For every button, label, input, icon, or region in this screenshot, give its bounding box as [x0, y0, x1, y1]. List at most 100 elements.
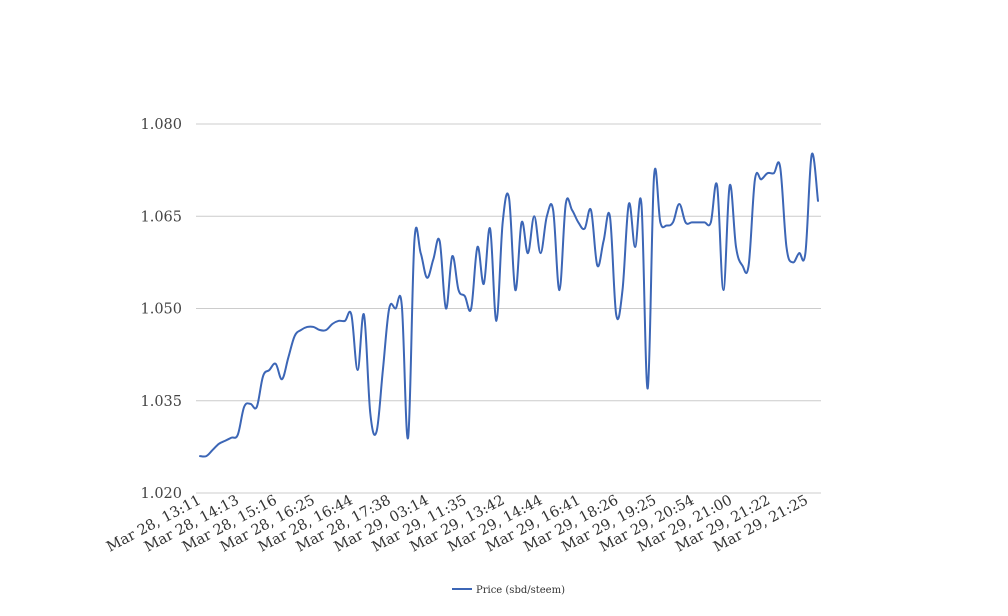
- data-point: [247, 401, 253, 407]
- data-point: [462, 293, 468, 299]
- data-point: [361, 312, 367, 318]
- data-point: [474, 244, 480, 250]
- data-point: [758, 176, 764, 182]
- y-tick-label: 1.080: [140, 117, 182, 133]
- data-point: [449, 253, 455, 259]
- data-point: [683, 219, 689, 225]
- data-point: [374, 429, 380, 435]
- data-point: [525, 250, 531, 256]
- grid-layer: [196, 123, 821, 494]
- data-point: [809, 152, 815, 158]
- data-point: [216, 441, 222, 447]
- data-point: [790, 259, 796, 265]
- data-point: [607, 213, 613, 219]
- data-point: [222, 438, 228, 444]
- data-point: [556, 287, 562, 293]
- data-point: [538, 250, 544, 256]
- data-point: [266, 367, 272, 373]
- data-point: [254, 404, 260, 410]
- data-point: [430, 256, 436, 262]
- data-point: [298, 327, 304, 333]
- data-point: [802, 250, 808, 256]
- data-point: [815, 198, 821, 204]
- data-point: [203, 453, 209, 459]
- data-point: [292, 333, 298, 339]
- data-point: [197, 453, 203, 459]
- data-point: [279, 376, 285, 382]
- data-point: [386, 306, 392, 312]
- data-point: [777, 164, 783, 170]
- data-point: [367, 410, 373, 416]
- data-point: [241, 404, 247, 410]
- data-point: [285, 355, 291, 361]
- y-tick-label: 1.050: [140, 302, 182, 318]
- data-point: [323, 327, 329, 333]
- data-point: [456, 287, 462, 293]
- data-point: [563, 201, 569, 207]
- data-point: [550, 207, 556, 213]
- data-point: [720, 287, 726, 293]
- data-point: [411, 238, 417, 244]
- data-point: [418, 250, 424, 256]
- legend-label: Price (sbd/steem): [476, 585, 565, 596]
- data-point: [752, 176, 758, 182]
- data-point: [613, 312, 619, 318]
- y-tick-label: 1.035: [140, 394, 182, 410]
- data-point: [632, 244, 638, 250]
- data-point: [443, 306, 449, 312]
- data-point: [531, 213, 537, 219]
- data-point: [670, 219, 676, 225]
- data-point: [493, 318, 499, 324]
- data-point: [727, 183, 733, 189]
- data-point: [506, 195, 512, 201]
- series-line-price: [199, 152, 819, 458]
- data-point: [657, 219, 663, 225]
- data-point: [380, 367, 386, 373]
- data-point: [437, 238, 443, 244]
- data-point: [771, 170, 777, 176]
- data-point: [260, 373, 266, 379]
- data-point: [304, 324, 310, 330]
- data-point: [783, 244, 789, 250]
- data-point: [676, 201, 682, 207]
- data-point: [695, 219, 701, 225]
- data-point: [500, 219, 506, 225]
- data-point: [651, 173, 657, 179]
- data-point: [626, 201, 632, 207]
- y-tick-label: 1.020: [140, 486, 182, 502]
- data-point: [273, 361, 279, 367]
- data-point: [569, 207, 575, 213]
- data-point: [594, 262, 600, 268]
- data-point: [796, 250, 802, 256]
- data-point: [689, 219, 695, 225]
- data-point: [235, 432, 241, 438]
- data-point: [601, 238, 607, 244]
- data-point: [645, 385, 651, 391]
- data-point: [210, 447, 216, 453]
- data-point: [638, 201, 644, 207]
- data-point: [468, 306, 474, 312]
- data-point: [620, 287, 626, 293]
- data-point: [739, 262, 745, 268]
- data-point: [512, 287, 518, 293]
- data-point: [714, 183, 720, 189]
- data-point: [664, 222, 670, 228]
- data-point: [588, 207, 594, 213]
- data-point: [519, 219, 525, 225]
- data-point: [733, 244, 739, 250]
- data-point: [405, 435, 411, 441]
- data-point: [329, 321, 335, 327]
- data-point: [348, 312, 354, 318]
- data-point: [317, 327, 323, 333]
- data-point: [336, 318, 342, 324]
- data-point: [582, 226, 588, 232]
- data-point: [355, 367, 361, 373]
- data-point: [765, 170, 771, 176]
- data-point: [481, 281, 487, 287]
- data-point: [575, 219, 581, 225]
- data-point: [342, 318, 348, 324]
- data-point: [311, 324, 317, 330]
